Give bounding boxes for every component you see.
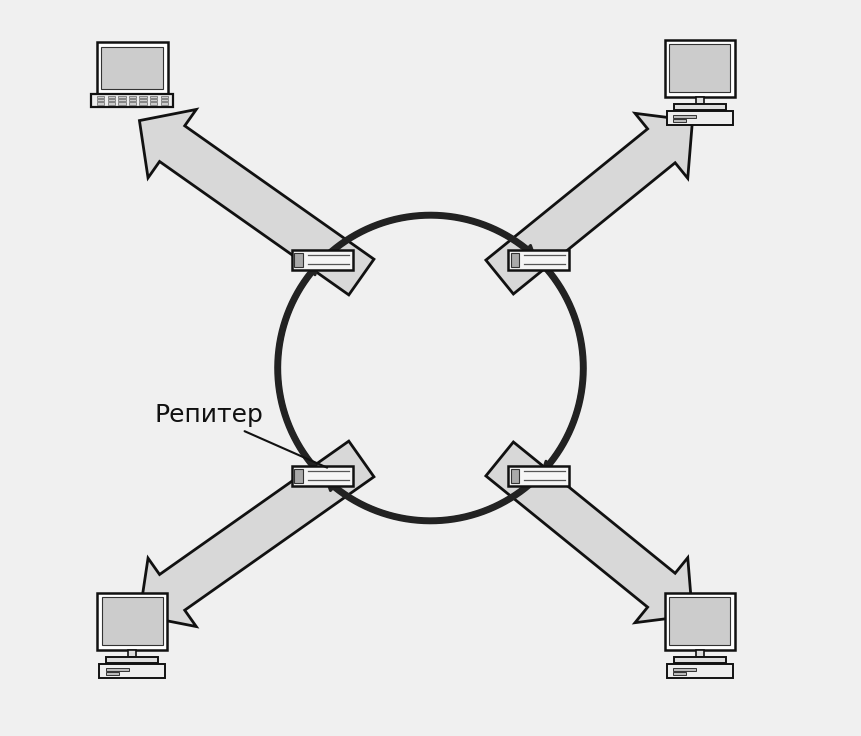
Bar: [91, 94, 173, 107]
Bar: [673, 668, 697, 670]
Bar: [150, 102, 158, 105]
Bar: [106, 657, 158, 662]
Bar: [161, 99, 168, 102]
Bar: [292, 466, 353, 486]
Bar: [128, 650, 136, 657]
Bar: [129, 96, 136, 98]
Bar: [665, 593, 734, 650]
Bar: [665, 40, 734, 96]
Bar: [118, 102, 126, 105]
Bar: [673, 657, 726, 662]
Text: Репитер: Репитер: [154, 403, 327, 467]
Bar: [118, 96, 126, 98]
Bar: [150, 96, 158, 98]
Bar: [108, 102, 115, 105]
Bar: [511, 469, 519, 484]
Bar: [696, 650, 703, 657]
Bar: [511, 252, 519, 267]
Bar: [673, 105, 726, 110]
FancyArrow shape: [486, 113, 692, 294]
Bar: [294, 252, 303, 267]
Bar: [96, 42, 168, 94]
Bar: [139, 99, 147, 102]
Bar: [292, 250, 353, 270]
Bar: [102, 46, 163, 89]
Bar: [666, 665, 733, 679]
FancyArrow shape: [139, 110, 374, 295]
Bar: [294, 469, 303, 484]
Bar: [97, 102, 104, 105]
Bar: [108, 96, 115, 98]
Bar: [673, 119, 686, 122]
FancyArrow shape: [139, 441, 374, 626]
Bar: [161, 102, 168, 105]
Bar: [139, 102, 147, 105]
Bar: [508, 250, 569, 270]
Bar: [129, 102, 136, 105]
Bar: [97, 593, 167, 650]
Bar: [108, 99, 115, 102]
Bar: [161, 96, 168, 98]
Bar: [673, 115, 697, 118]
Bar: [150, 99, 158, 102]
Bar: [106, 672, 119, 675]
Bar: [97, 96, 104, 98]
Bar: [129, 99, 136, 102]
Bar: [118, 99, 126, 102]
Bar: [106, 668, 129, 670]
Bar: [673, 672, 686, 675]
Bar: [97, 99, 104, 102]
Bar: [669, 44, 730, 92]
Bar: [99, 665, 165, 679]
Bar: [696, 96, 703, 105]
Bar: [139, 96, 147, 98]
FancyArrow shape: [486, 442, 692, 623]
Bar: [666, 111, 733, 125]
Bar: [102, 597, 163, 645]
Bar: [508, 466, 569, 486]
Bar: [669, 597, 730, 645]
